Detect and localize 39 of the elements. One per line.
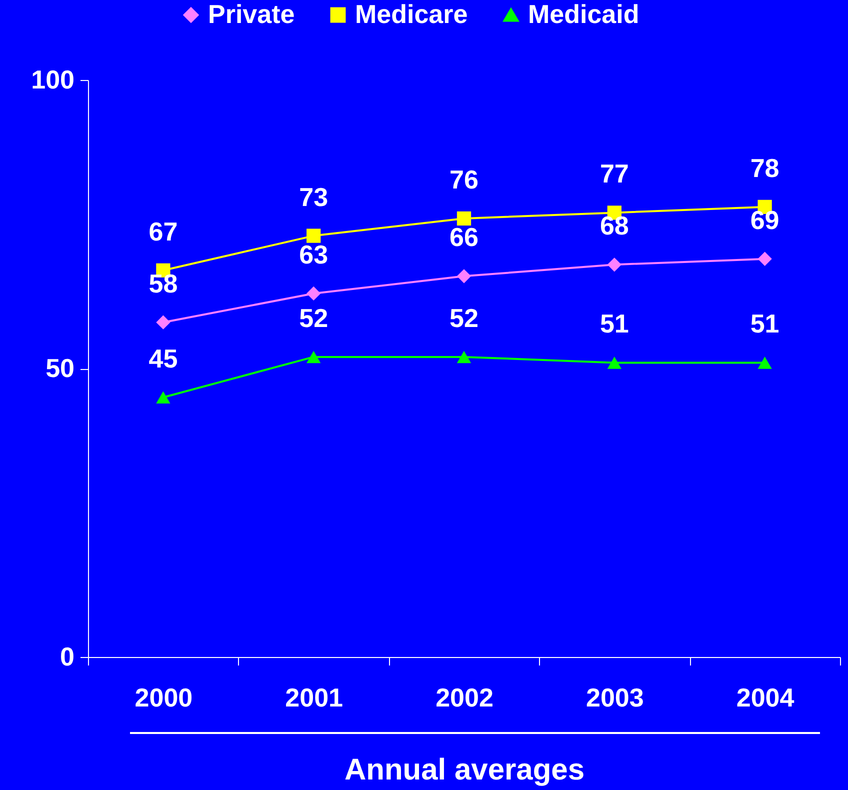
point — [607, 356, 622, 369]
point — [306, 350, 321, 364]
data-label: 68 — [600, 210, 629, 241]
data-label: 69 — [750, 204, 780, 235]
data-label: 45 — [148, 343, 178, 374]
x-tick-label: 2001 — [285, 682, 344, 712]
point — [156, 315, 170, 330]
data-label: 58 — [148, 268, 178, 298]
point — [758, 252, 772, 266]
point — [156, 391, 170, 404]
legend-label: Private — [208, 0, 295, 29]
point — [456, 269, 472, 284]
legend-label: Medicare — [355, 0, 468, 29]
point — [607, 258, 622, 272]
data-label: 77 — [600, 158, 629, 189]
point — [306, 228, 321, 243]
point — [758, 356, 772, 369]
point — [456, 350, 472, 364]
legend-label: Medicaid — [528, 0, 640, 29]
data-label: 73 — [299, 182, 328, 212]
point — [456, 211, 472, 226]
x-tick-label: 2000 — [134, 682, 193, 712]
data-label: 51 — [600, 308, 629, 339]
y-tick-label: 100 — [31, 64, 74, 94]
y-tick-label: 50 — [46, 353, 74, 383]
x-tick-label: 2003 — [586, 682, 644, 712]
x-axis-title: Annual averages — [344, 754, 585, 786]
x-tick-label: 2004 — [736, 682, 795, 712]
data-label: 52 — [299, 302, 328, 333]
y-tick-label: 0 — [60, 642, 74, 672]
data-label: 66 — [450, 222, 478, 252]
data-label: 78 — [750, 152, 780, 183]
data-label: 51 — [750, 308, 780, 339]
data-label: 63 — [299, 239, 328, 270]
data-label: 52 — [450, 302, 478, 333]
data-label: 76 — [450, 164, 478, 194]
x-tick-label: 2002 — [436, 682, 494, 712]
data-label: 67 — [148, 216, 178, 246]
point — [306, 286, 321, 301]
